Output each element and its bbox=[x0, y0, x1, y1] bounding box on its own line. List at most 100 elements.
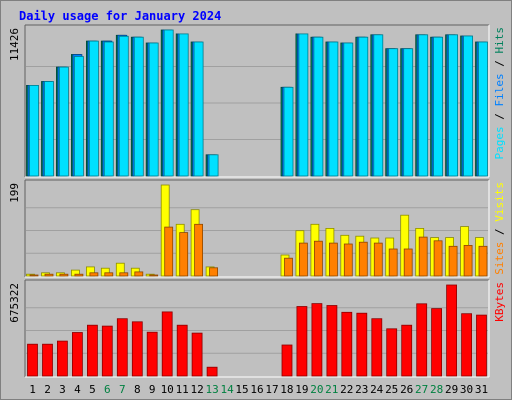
x-tick-label-day-18: 18 bbox=[280, 383, 293, 396]
bar-sites-day-20 bbox=[313, 240, 323, 277]
bar-pages-day-8 bbox=[133, 36, 144, 177]
bar-kbytes-day-25 bbox=[386, 328, 398, 377]
legend-entry-files: Files bbox=[493, 73, 506, 106]
bar-kbytes-day-6 bbox=[101, 325, 113, 377]
bar-sites-day-18 bbox=[284, 257, 293, 277]
bar-pages-day-21 bbox=[328, 41, 339, 177]
panel-top-legend: Pages / Files / Hits bbox=[493, 27, 506, 160]
bar-kbytes-day-7 bbox=[116, 318, 128, 377]
panel-bottom: 675322 KBytes bbox=[8, 279, 506, 378]
bar-pages-day-5 bbox=[89, 40, 99, 177]
x-tick-label-day-9: 9 bbox=[149, 383, 156, 396]
bar-sites-day-9 bbox=[149, 274, 159, 277]
bar-sites-day-25 bbox=[388, 248, 398, 277]
bar-sites-day-4 bbox=[74, 273, 84, 277]
x-tick-label-day-22: 22 bbox=[340, 383, 353, 396]
bar-pages-day-18 bbox=[283, 86, 294, 177]
bar-pages-day-19 bbox=[298, 33, 309, 177]
x-tick-label-day-8: 8 bbox=[134, 383, 141, 396]
bar-sites-day-3 bbox=[59, 273, 69, 277]
x-tick-label-day-13: 13 bbox=[205, 383, 218, 396]
x-tick-label-day-26: 26 bbox=[400, 383, 413, 396]
bar-sites-day-2 bbox=[44, 273, 54, 277]
panel-middle: 199 Sites / Visits bbox=[8, 179, 506, 278]
bar-pages-day-26 bbox=[403, 48, 414, 177]
bar-kbytes-day-5 bbox=[87, 324, 98, 377]
bar-pages-day-23 bbox=[358, 36, 369, 177]
x-tick-label-day-2: 2 bbox=[44, 383, 51, 396]
x-tick-label-day-4: 4 bbox=[74, 383, 81, 396]
bar-pages-day-13 bbox=[208, 154, 219, 177]
bar-sites-day-23 bbox=[358, 241, 368, 277]
legend-entry-hits: Hits bbox=[493, 27, 506, 54]
bar-sites-day-28 bbox=[433, 240, 443, 277]
bar-pages-day-9 bbox=[148, 42, 159, 177]
legend-separator: / bbox=[493, 54, 506, 74]
bar-kbytes-day-2 bbox=[42, 343, 53, 377]
bar-kbytes-day-23 bbox=[356, 312, 368, 377]
bar-pages-day-4 bbox=[74, 56, 84, 177]
bar-kbytes-day-22 bbox=[341, 311, 353, 377]
bar-sites-day-31 bbox=[478, 245, 488, 277]
bar-sites-day-11 bbox=[179, 232, 189, 277]
x-tick-label-day-11: 11 bbox=[176, 383, 189, 396]
bar-kbytes-day-28 bbox=[431, 308, 443, 377]
x-tick-label-day-25: 25 bbox=[385, 383, 398, 396]
bar-pages-day-24 bbox=[373, 34, 384, 177]
bar-kbytes-day-11 bbox=[176, 324, 188, 377]
x-tick-label-day-3: 3 bbox=[59, 383, 66, 396]
bar-pages-day-12 bbox=[193, 41, 204, 177]
bar-sites-day-12 bbox=[194, 223, 204, 277]
x-tick-label-day-10: 10 bbox=[161, 383, 174, 396]
bar-pages-day-2 bbox=[44, 81, 54, 177]
bar-pages-day-10 bbox=[163, 29, 174, 177]
bar-pages-day-1 bbox=[29, 85, 39, 177]
legend-entry-sites: Sites bbox=[493, 242, 506, 275]
bar-pages-day-31 bbox=[478, 41, 488, 177]
bar-sites-day-7 bbox=[119, 272, 129, 277]
bar-kbytes-day-10 bbox=[161, 311, 173, 377]
panel-middle-legend: Sites / Visits bbox=[493, 182, 506, 275]
x-tick-label-day-31: 31 bbox=[475, 383, 488, 396]
x-tick-label-day-19: 19 bbox=[295, 383, 308, 396]
x-tick-label-day-29: 29 bbox=[445, 383, 458, 396]
x-tick-label-day-12: 12 bbox=[190, 383, 203, 396]
bar-sites-day-26 bbox=[403, 248, 413, 277]
bar-sites-day-5 bbox=[89, 272, 99, 277]
legend-separator: / bbox=[493, 107, 506, 127]
bar-sites-day-13 bbox=[209, 267, 219, 277]
bar-sites-day-10 bbox=[164, 226, 174, 277]
x-tick-label-day-14: 14 bbox=[220, 383, 234, 396]
bar-kbytes-day-13 bbox=[206, 366, 218, 377]
legend-entry-visits: Visits bbox=[493, 182, 506, 222]
x-tick-label-day-27: 27 bbox=[415, 383, 428, 396]
bar-kbytes-day-1 bbox=[27, 343, 38, 377]
bar-kbytes-day-12 bbox=[191, 332, 203, 377]
bar-pages-day-11 bbox=[178, 33, 189, 177]
bar-sites-day-8 bbox=[134, 271, 144, 277]
bar-pages-day-25 bbox=[388, 48, 399, 177]
panel-bottom-legend: KBytes bbox=[493, 282, 506, 322]
bar-pages-day-7 bbox=[118, 35, 129, 177]
x-tick-label-day-20: 20 bbox=[310, 383, 323, 396]
bar-kbytes-day-26 bbox=[401, 324, 413, 377]
bar-pages-day-6 bbox=[103, 41, 114, 177]
bar-pages-day-29 bbox=[448, 34, 459, 177]
bar-sites-day-24 bbox=[373, 242, 383, 277]
bar-kbytes-day-19 bbox=[296, 306, 308, 377]
bar-kbytes-day-18 bbox=[281, 344, 293, 377]
x-tick-label-day-21: 21 bbox=[325, 383, 338, 396]
chart-title: Daily usage for January 2024 bbox=[19, 9, 221, 23]
bar-kbytes-day-30 bbox=[461, 313, 473, 377]
x-tick-label-day-23: 23 bbox=[355, 383, 368, 396]
bar-sites-day-6 bbox=[104, 272, 114, 277]
bar-kbytes-day-8 bbox=[131, 321, 143, 377]
legend-separator: / bbox=[493, 222, 506, 242]
bar-kbytes-day-9 bbox=[146, 331, 158, 377]
bar-sites-day-19 bbox=[298, 242, 308, 277]
chart-panels: 11426 Pages / Files / Hits 199 Sites / Visi… bbox=[8, 24, 506, 378]
x-tick-label-day-15: 15 bbox=[235, 383, 248, 396]
bar-kbytes-day-4 bbox=[72, 332, 83, 377]
x-tick-label-day-17: 17 bbox=[265, 383, 278, 396]
